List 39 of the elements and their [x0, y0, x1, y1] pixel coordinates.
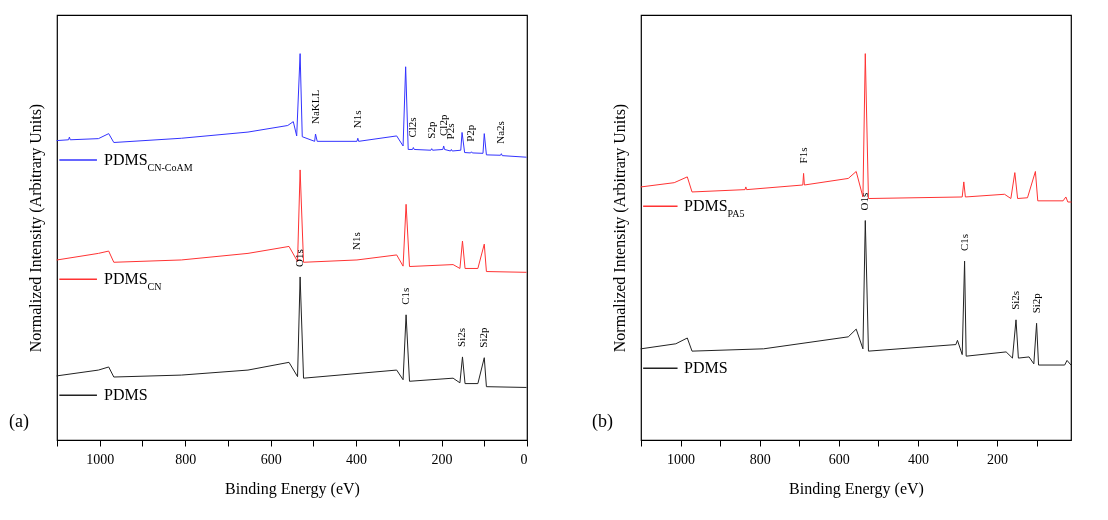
- annotation: Si2s: [455, 327, 468, 347]
- x-axis-title: Binding Energy (eV): [225, 479, 360, 498]
- annotation: NaKLL: [308, 89, 321, 124]
- annotation: C1s: [957, 233, 970, 252]
- y-axis-title: Normalized Intensity (Arbitrary Units): [610, 103, 629, 353]
- annotation: O1s: [293, 249, 306, 267]
- legend-label: PDMS: [104, 386, 148, 404]
- annotation: N1s: [350, 110, 363, 129]
- legend-label: PDMS$_{CN}$: [104, 270, 162, 292]
- annotation: S2p: [424, 121, 437, 139]
- x-tick-label: 1000: [86, 451, 115, 467]
- annotation: Si2s: [1009, 290, 1022, 310]
- x-tick-label: 400: [907, 451, 929, 467]
- annotation: P2p: [464, 124, 477, 142]
- legend-label: PDMS$_{PA5}$: [684, 197, 745, 219]
- x-axis-title: Binding Energy (eV): [789, 479, 924, 498]
- x-tick-label: 800: [749, 451, 771, 467]
- annotation: Na2s: [494, 121, 507, 144]
- x-tick-label: 200: [987, 451, 1009, 467]
- annotation: O1s: [858, 192, 871, 211]
- text: (b): [592, 411, 613, 432]
- legend-label: PDMS: [684, 359, 728, 377]
- x-tick-label: 600: [260, 451, 282, 467]
- annotation: Cl2p: [436, 114, 449, 136]
- text: (a): [9, 411, 29, 432]
- annotation: Si2p: [1029, 292, 1042, 314]
- legend-label: PDMS$_{CN-CoAM}$: [104, 150, 193, 173]
- x-tick-label: 600: [828, 451, 850, 467]
- annotation: Cl2s: [406, 117, 419, 138]
- y-axis-title: Normalized Intensity (Arbitrary Units): [26, 103, 45, 353]
- annotation: C1s: [399, 287, 412, 305]
- x-tick-label: 400: [346, 451, 368, 467]
- annotation: F1s: [796, 147, 809, 164]
- annotation: Si2p: [477, 327, 490, 348]
- x-tick-label: 1000: [667, 451, 696, 467]
- x-tick-label: 200: [431, 451, 453, 467]
- x-tick-label: 0: [520, 451, 528, 467]
- annotation: N1s: [349, 232, 362, 250]
- x-tick-label: 800: [175, 451, 197, 467]
